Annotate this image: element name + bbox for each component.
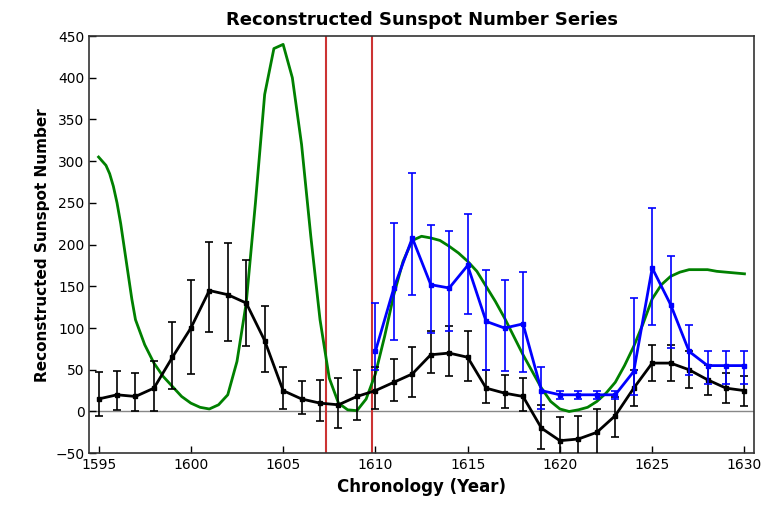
Y-axis label: Reconstructed Sunspot Number: Reconstructed Sunspot Number (35, 108, 50, 382)
Title: Reconstructed Sunspot Number Series: Reconstructed Sunspot Number Series (225, 11, 618, 29)
X-axis label: Chronology (Year): Chronology (Year) (337, 477, 506, 495)
